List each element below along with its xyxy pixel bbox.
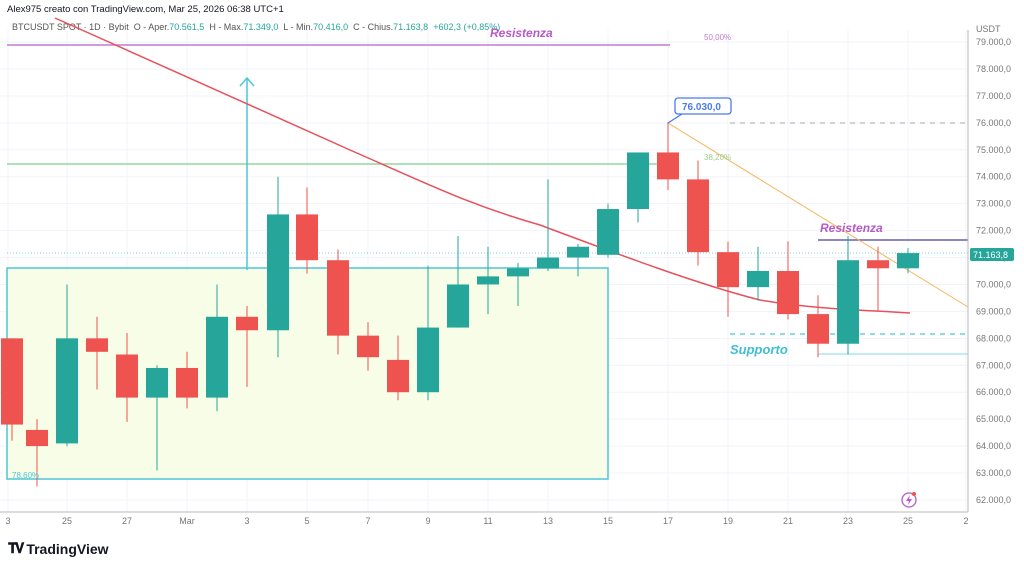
- tradingview-brand[interactable]: 𝐓𝐕 TradingView: [8, 540, 109, 557]
- time-tick: 3: [5, 516, 10, 526]
- price-tick: 72.000,0: [976, 226, 1011, 236]
- lightning-icon[interactable]: [901, 492, 917, 508]
- brand-name: TradingView: [26, 540, 109, 557]
- price-tick: 62.000,0: [976, 495, 1011, 505]
- time-tick: 9: [425, 516, 430, 526]
- time-tick: 5: [304, 516, 309, 526]
- candle[interactable]: [537, 179, 559, 271]
- price-tick: 79.000,0: [976, 37, 1011, 47]
- candle[interactable]: [477, 246, 499, 315]
- chart-credit: Alex975 creato con TradingView.com, Mar …: [7, 4, 284, 15]
- peak-price-callout[interactable]: [674, 97, 732, 115]
- candle[interactable]: [146, 365, 168, 471]
- candle[interactable]: [687, 160, 709, 266]
- price-tick: 75.000,0: [976, 145, 1011, 155]
- candle[interactable]: [86, 316, 108, 390]
- low-label: L - Min.: [283, 22, 314, 32]
- candle[interactable]: [807, 295, 829, 358]
- candle[interactable]: [867, 246, 889, 312]
- candle[interactable]: [176, 351, 198, 409]
- candle[interactable]: [657, 122, 679, 191]
- price-tick: 74.000,0: [976, 172, 1011, 182]
- time-tick: 13: [543, 516, 553, 526]
- candle[interactable]: [507, 262, 529, 307]
- time-tick: 15: [603, 516, 613, 526]
- price-tick: 68.000,0: [976, 333, 1011, 343]
- candle[interactable]: [777, 241, 799, 320]
- time-tick: 17: [663, 516, 673, 526]
- arrow-up-icon: [239, 76, 255, 87]
- time-tick: 25: [903, 516, 913, 526]
- candles: [1, 122, 919, 487]
- open-value: 70.561,5: [169, 22, 205, 32]
- high-label: H - Max.: [209, 22, 244, 32]
- change-value: +602,3 (+0,85%): [433, 22, 501, 32]
- price-tick: 78.000,0: [976, 64, 1011, 74]
- time-tick: 7: [365, 516, 370, 526]
- close-label: C - Chius.: [353, 22, 394, 32]
- price-tick: 73.000,0: [976, 199, 1011, 209]
- time-tick: 2: [963, 516, 968, 526]
- candle[interactable]: [447, 235, 469, 328]
- symbol-name[interactable]: BTCUSDT SPOT · 1D · Bybit: [12, 22, 129, 32]
- price-tick: 70.000,0: [976, 279, 1011, 289]
- candle[interactable]: [417, 265, 439, 401]
- candle[interactable]: [56, 284, 78, 447]
- last-price-badge: [970, 248, 1014, 261]
- currency-label: USDT: [976, 24, 1001, 34]
- candle[interactable]: [296, 187, 318, 274]
- price-tick: 67.000,0: [976, 360, 1011, 370]
- fib-50-label: 50,00%: [704, 33, 731, 42]
- peak-price-text: 76.030,0: [682, 102, 721, 113]
- tradingview-logo-icon: 𝐓𝐕: [8, 540, 24, 556]
- candle[interactable]: [1, 338, 23, 441]
- candle[interactable]: [717, 241, 739, 317]
- price-tick: 65.000,0: [976, 414, 1011, 424]
- accumulation-zone[interactable]: [6, 267, 609, 480]
- close-value: 71.163,8: [393, 22, 429, 32]
- price-tick: 77.000,0: [976, 91, 1011, 101]
- time-tick: 25: [62, 516, 72, 526]
- candle[interactable]: [747, 246, 769, 301]
- price-tick: 64.000,0: [976, 441, 1011, 451]
- candle[interactable]: [116, 332, 138, 422]
- low-value: 70.416,0: [313, 22, 349, 32]
- time-tick: 23: [843, 516, 853, 526]
- price-tick: 76.000,0: [976, 118, 1011, 128]
- candle[interactable]: [267, 176, 289, 358]
- candle[interactable]: [897, 248, 919, 274]
- time-axis[interactable]: 3 25 27 Mar 3 5 7 9 11 13 15 17 19 21 23 25 2: [5, 516, 968, 526]
- time-tick: 11: [483, 516, 492, 526]
- candle[interactable]: [837, 235, 859, 355]
- fib-382-label: 38,20%: [704, 153, 731, 162]
- support-label: Supporto: [730, 342, 788, 357]
- candle[interactable]: [357, 322, 379, 371]
- time-tick: 19: [723, 516, 733, 526]
- candle[interactable]: [387, 335, 409, 401]
- symbol-legend: BTCUSDT SPOT · 1D · Bybit O - Aper.70.56…: [12, 22, 500, 32]
- candle[interactable]: [236, 306, 258, 387]
- candle[interactable]: [627, 152, 649, 223]
- price-tick: 63.000,0: [976, 468, 1011, 478]
- time-tick: Mar: [179, 516, 195, 526]
- candle[interactable]: [567, 244, 589, 277]
- time-tick: 3: [244, 516, 249, 526]
- candle[interactable]: [26, 419, 48, 487]
- time-tick: 27: [122, 516, 132, 526]
- last-price-text: 71.163,8: [973, 250, 1008, 260]
- high-value: 71.349,0: [243, 22, 279, 32]
- trendline[interactable]: [667, 122, 969, 308]
- fib-786-label: 78,60%: [12, 471, 39, 480]
- open-label: O - Aper.: [133, 22, 170, 32]
- candle[interactable]: [327, 249, 349, 355]
- resistance-label-right: Resistenza: [820, 221, 883, 235]
- resistance-label-top: Resistenza: [490, 26, 553, 40]
- candle[interactable]: [206, 284, 228, 412]
- price-tick: 66.000,0: [976, 387, 1011, 397]
- time-tick: 21: [783, 516, 793, 526]
- price-axis[interactable]: 79.000,0 78.000,0 77.000,0 76.000,0 75.000,0…: [976, 37, 1011, 505]
- price-tick: 69.000,0: [976, 306, 1011, 316]
- candle[interactable]: [597, 203, 619, 258]
